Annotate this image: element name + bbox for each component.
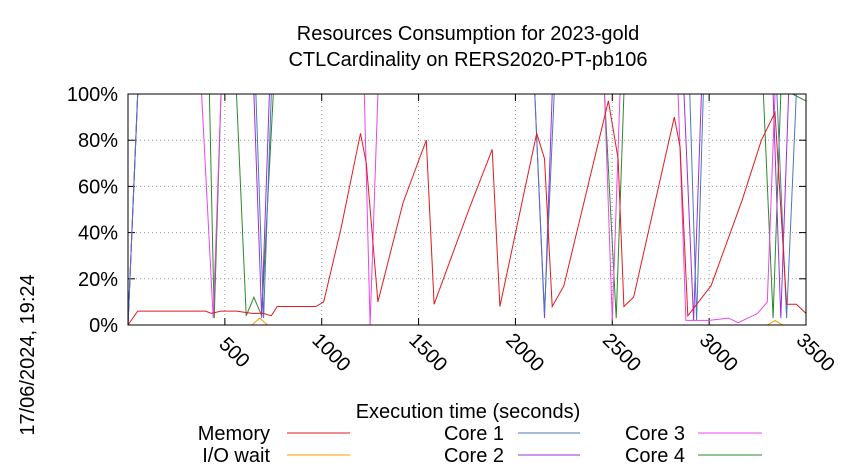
- series-line-core-4: [127, 93, 807, 326]
- x-tick-label: 2500: [598, 329, 645, 376]
- chart-subtitle: CTLCardinality on RERS2020-PT-pb106: [288, 49, 647, 71]
- legend-label-memory: Memory: [198, 423, 270, 445]
- plot-frame: [127, 93, 807, 326]
- chart-title: Resources Consumption for 2023-gold: [297, 23, 639, 45]
- x-tick-label: 3500: [792, 329, 839, 376]
- series-line-memory: [127, 100, 807, 326]
- y-tick-label: 40%: [78, 223, 118, 245]
- x-tick-label: 1500: [404, 329, 451, 376]
- side-timestamp: 17/06/2024, 19:24: [17, 274, 39, 435]
- y-tick-label: 80%: [78, 130, 118, 152]
- x-axis: 500 1000 1500 2000 2500 3000 3500: [215, 94, 839, 376]
- x-tick-label: 1000: [307, 329, 354, 376]
- y-tick-label: 20%: [78, 269, 118, 291]
- y-tick-label: 100%: [67, 84, 118, 106]
- legend-label-core-4: Core 4: [625, 445, 685, 467]
- y-tick-label: 0%: [89, 315, 118, 337]
- x-tick-label: 500: [215, 333, 254, 372]
- series-line-core-2: [127, 93, 806, 326]
- series-layer: [127, 93, 807, 326]
- series-line-i-o-wait: [128, 317, 806, 326]
- y-tick-label: 60%: [78, 176, 118, 198]
- x-tick-label: 2000: [501, 329, 548, 376]
- grid: [128, 94, 806, 325]
- legend-label-i-o-wait: I/O wait: [202, 445, 270, 467]
- x-tick-label: 3000: [695, 329, 742, 376]
- legend-label-core-1: Core 1: [444, 423, 504, 445]
- series-line-core-1: [127, 93, 806, 326]
- series-line-core-3: [127, 93, 806, 326]
- legend-label-core-3: Core 3: [625, 423, 685, 445]
- legend-label-core-2: Core 2: [444, 445, 504, 467]
- x-axis-label: Execution time (seconds): [356, 401, 581, 423]
